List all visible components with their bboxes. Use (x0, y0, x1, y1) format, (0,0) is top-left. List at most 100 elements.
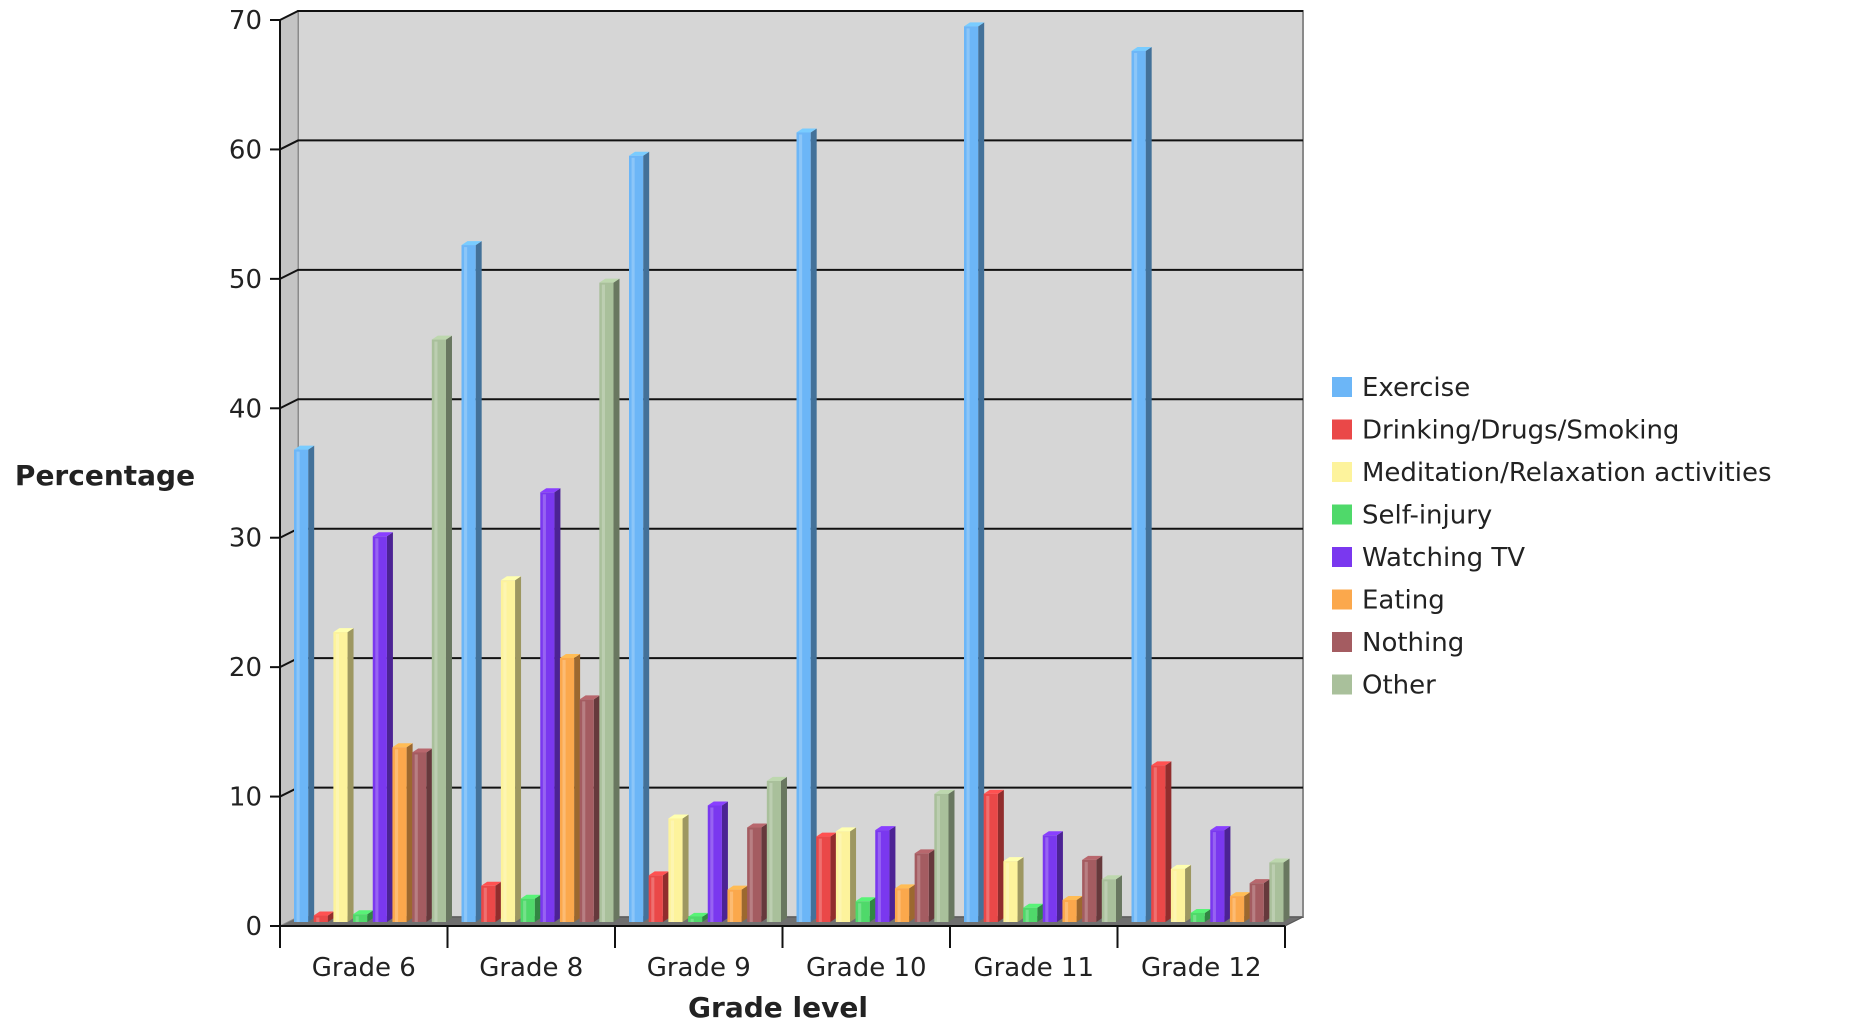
y-tick-label: 10 (229, 783, 262, 813)
bar-watching-tv (1210, 826, 1230, 922)
legend-swatch (1332, 505, 1352, 525)
bar-side (1018, 857, 1024, 922)
x-axis-label: Grade level (688, 991, 868, 1024)
bar-highlight (316, 918, 319, 922)
bar-side (1077, 896, 1083, 922)
bar-side (613, 279, 619, 922)
bar-front (432, 340, 446, 922)
bar-front (353, 914, 367, 922)
bar-highlight (336, 634, 339, 922)
bar-other (432, 336, 452, 922)
x-tick-label: Grade 8 (479, 953, 583, 983)
bar-highlight (1193, 915, 1196, 922)
bar-highlight (858, 903, 861, 922)
bar-side (1283, 858, 1289, 922)
bar-highlight (986, 796, 989, 922)
bar-side (574, 654, 580, 922)
y-tick-label: 60 (229, 135, 262, 165)
legend-swatch (1332, 675, 1352, 695)
bar-front (649, 875, 663, 922)
legend-swatch (1332, 377, 1352, 397)
bar-side (426, 748, 432, 922)
legend-swatch (1332, 547, 1352, 567)
bar-front (1230, 896, 1244, 922)
bar-watching-tv (1043, 831, 1063, 922)
legend-label: Watching TV (1362, 543, 1525, 573)
bar-side (535, 895, 541, 922)
legend-label: Self-injury (1362, 501, 1492, 531)
bar-highlight (1154, 767, 1157, 922)
bar-watching-tv (875, 826, 895, 922)
bar-front (915, 853, 929, 922)
bar-front (599, 283, 613, 922)
legend-label: Meditation/Relaxation activities (1362, 458, 1772, 488)
bar-highlight (1232, 898, 1235, 922)
bar-meditation-relaxation-activities (1003, 857, 1023, 922)
bar-watching-tv (373, 532, 393, 922)
bar-side (1146, 47, 1152, 922)
bar-other (1269, 858, 1289, 922)
bar-side (781, 777, 787, 922)
bar-drinking-drugs-smoking (816, 833, 836, 922)
bar-nothing (915, 849, 935, 922)
bar-front (373, 536, 387, 922)
bar-highlight (297, 452, 300, 922)
bar-meditation-relaxation-activities (501, 576, 521, 922)
bar-front (767, 781, 781, 922)
bar-front (412, 752, 426, 922)
legend-label: Nothing (1362, 628, 1464, 658)
bar-nothing (1082, 856, 1102, 922)
bar-front (934, 794, 948, 922)
x-tick-label: Grade 12 (1141, 953, 1262, 983)
bar-highlight (878, 832, 881, 922)
bar-exercise (294, 446, 314, 922)
bar-highlight (1134, 53, 1137, 922)
bar-highlight (464, 247, 467, 922)
bar-eating (895, 884, 915, 922)
bar-front (747, 828, 761, 922)
bar-highlight (434, 342, 437, 922)
bar-front (333, 632, 347, 922)
bar-highlight (503, 582, 506, 922)
bar-front (521, 899, 535, 922)
x-tick-label: Grade 9 (647, 953, 751, 983)
bar-self-injury (1023, 904, 1043, 922)
bar-front (984, 794, 998, 922)
bar-front (875, 830, 889, 922)
bar-highlight (917, 855, 920, 922)
bar-highlight (819, 839, 822, 922)
bar-highlight (897, 890, 900, 922)
bar-highlight (484, 888, 487, 922)
bar-side (909, 884, 915, 922)
bar-side (407, 743, 413, 922)
bar-other (1102, 875, 1122, 922)
bar-exercise (629, 152, 649, 922)
bar-eating (1062, 896, 1082, 922)
bar-highlight (1252, 885, 1255, 922)
bar-side (446, 336, 452, 922)
bar-side (1165, 761, 1171, 922)
legend-label: Other (1362, 671, 1436, 701)
bar-nothing (1250, 879, 1270, 922)
bar-nothing (580, 695, 600, 922)
bar-front (727, 890, 741, 922)
bar-side (308, 446, 314, 922)
bar-front (1250, 883, 1264, 922)
bar-side (830, 833, 836, 922)
bar-highlight (375, 538, 378, 922)
legend-swatch (1332, 590, 1352, 610)
legend-label: Eating (1362, 586, 1445, 616)
bar-nothing (747, 824, 767, 922)
bar-highlight (769, 783, 772, 922)
bar-self-injury (856, 897, 876, 922)
bar-side (663, 871, 669, 922)
bar-highlight (582, 701, 585, 922)
bar-highlight (1272, 864, 1275, 922)
bar-highlight (730, 892, 733, 922)
bar-highlight (710, 808, 713, 922)
bar-other (934, 790, 954, 922)
bar-highlight (691, 919, 694, 922)
bar-side (515, 576, 521, 922)
bar-front (462, 245, 476, 922)
